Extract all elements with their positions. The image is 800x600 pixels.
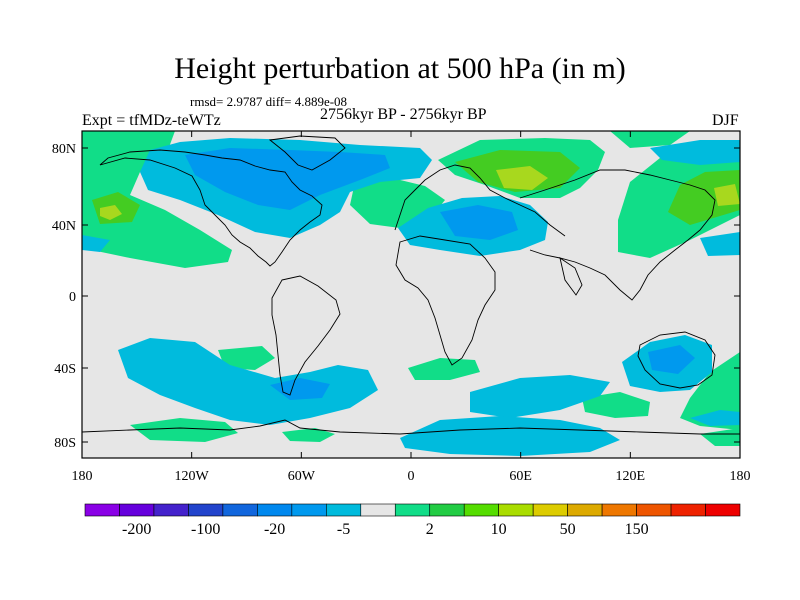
colorbar-label: -5 [337, 521, 350, 538]
coast-south-america [271, 275, 341, 396]
lon-label: 120E [616, 469, 646, 484]
contour-blue-north-pacific-right [650, 140, 740, 165]
colorbar: -200 -100 -20 -5 2 10 50 150 [84, 503, 741, 538]
colorbar-swatch [498, 503, 534, 517]
colorbar-swatch [153, 503, 189, 517]
contour-blue-southern-ocean [470, 375, 610, 418]
contour-yellowgreen-russia [496, 166, 548, 190]
experiment-label: Expt = tfMDz-teWTz [82, 112, 221, 129]
coast-europe [394, 164, 566, 237]
axis-ticks: 80N 40N 0 40S 80S 180 120W 60W 0 60E 120E 180 [52, 131, 751, 484]
contour-midblue-south-pacific [270, 378, 330, 400]
contour-green-northwest-pacific [82, 131, 232, 268]
lat-label: 80S [54, 436, 76, 451]
lon-label: 120W [175, 469, 210, 484]
colorbar-label: 10 [491, 521, 507, 538]
lon-label: 60E [509, 469, 532, 484]
colorbar-swatch [222, 503, 258, 517]
plot-title: Height perturbation at 500 hPa (in m) [174, 52, 626, 85]
lon-label: 60W [288, 469, 316, 484]
colorbar-swatch [360, 503, 396, 517]
contour-blue-antarctic [400, 416, 620, 456]
contour-green-antarctic-west [130, 418, 238, 442]
contour-midblue-mediterranean [440, 205, 518, 240]
coast-asia [519, 169, 716, 301]
colorbar-label: -100 [191, 521, 220, 538]
contour-midblue-australia [648, 345, 695, 374]
colorbar-swatch [291, 503, 327, 517]
colorbar-swatch [119, 503, 155, 517]
colorbar-swatch [601, 503, 637, 517]
lat-label: 0 [69, 290, 76, 305]
contour-green-antarctic-east [700, 428, 740, 446]
coast-australia [637, 331, 716, 389]
colorbar-swatch [326, 503, 362, 517]
colorbar-swatch [429, 503, 465, 517]
coast-north-america [99, 149, 323, 267]
contour-yellowgreen-northwest-pacific [100, 205, 122, 220]
contour-blue-south-pacific [118, 338, 378, 425]
coast-africa [395, 235, 496, 366]
contour-blue-west-pacific [700, 232, 740, 256]
colorbar-label: -20 [264, 521, 285, 538]
colorbar-swatch [188, 503, 224, 517]
contour-yellowgreen-east-asia [714, 184, 740, 206]
stats-line: rmsd= 2.9787 diff= 4.889e-08 [190, 94, 348, 109]
contour-blue-east-antarctic [690, 410, 740, 426]
lon-label: 180 [72, 469, 93, 484]
coast-india [559, 257, 583, 296]
lon-label: 0 [408, 469, 415, 484]
colorbar-label: 150 [625, 521, 649, 538]
colorbar-swatch [257, 503, 293, 517]
lat-label: 80N [52, 142, 76, 157]
colorbar-swatch [670, 503, 706, 517]
contour-green-south-indian [582, 392, 650, 418]
coastlines [82, 135, 740, 435]
colorbar-swatch [567, 503, 603, 517]
coast-greenland [268, 135, 346, 171]
contour-midblue-greenland-canada [185, 148, 390, 210]
coast-antarctica [82, 419, 740, 435]
colorbar-label: 50 [560, 521, 576, 538]
colorbar-swatch [705, 503, 741, 517]
colorbar-label: -200 [122, 521, 151, 538]
colorbar-swatch [636, 503, 672, 517]
contour-fields [82, 131, 740, 456]
contour-blue-east-pacific [82, 235, 110, 252]
colorbar-swatch [463, 503, 499, 517]
colorbar-swatch [84, 503, 120, 517]
period-label: 2756kyr BP - 2756kyr BP [320, 106, 487, 123]
contour-green-south-atlantic [408, 358, 480, 380]
lat-label: 40N [52, 219, 76, 234]
colorbar-swatch [394, 503, 431, 517]
season-label: DJF [712, 112, 739, 129]
contour-green-south-pacific [218, 346, 275, 370]
colorbar-swatch [532, 503, 568, 517]
lon-label: 180 [730, 469, 751, 484]
contour-green-antarctic-central [282, 428, 335, 442]
colorbar-label: 2 [426, 521, 434, 538]
lat-label: 40S [54, 362, 76, 377]
